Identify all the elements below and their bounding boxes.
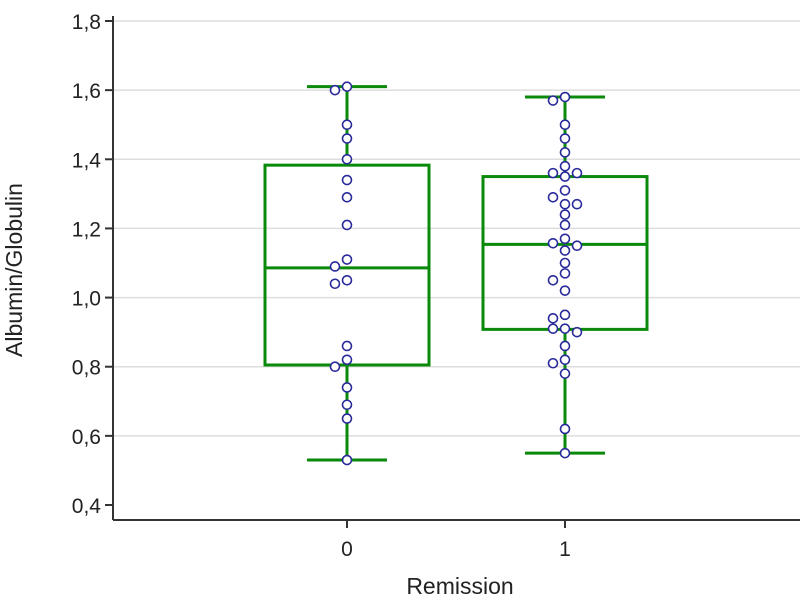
data-point: [559, 119, 571, 131]
data-point: [559, 198, 571, 210]
data-point: [559, 209, 571, 220]
x-axis-label: Remission: [406, 573, 513, 599]
data-point: [559, 233, 571, 245]
data-point: [559, 368, 571, 379]
data-point: [341, 153, 353, 165]
data-point: [559, 323, 571, 334]
data-point: [341, 219, 353, 231]
y-tick-label: 1,0: [72, 288, 101, 311]
data-point: [559, 171, 571, 182]
data-point: [341, 454, 353, 466]
data-point: [547, 167, 559, 179]
data-point: [341, 274, 353, 286]
y-tick-label: 1,4: [72, 149, 102, 172]
y-tick-label: 1,6: [72, 80, 101, 103]
data-point: [341, 382, 353, 393]
y-tick-label: 1,2: [72, 218, 101, 241]
data-point: [341, 413, 353, 424]
gridlines: [113, 20, 800, 437]
data-point: [571, 240, 583, 252]
data-point: [559, 340, 571, 352]
data-point: [329, 361, 341, 373]
data-point: [547, 192, 559, 203]
data-point: [329, 84, 341, 96]
data-point: [559, 185, 571, 196]
data-point: [341, 192, 353, 203]
data-point: [559, 268, 571, 279]
data-point: [559, 257, 571, 269]
data-point: [559, 423, 571, 435]
data-points: [329, 81, 583, 466]
data-point: [559, 219, 571, 231]
y-tick-label: 1,8: [72, 11, 101, 34]
x-tick-label: 1: [559, 538, 571, 561]
data-point: [559, 447, 571, 459]
data-point: [547, 95, 559, 106]
data-point: [341, 254, 353, 265]
y-tick-label: 0,8: [72, 357, 101, 380]
data-point: [329, 278, 341, 290]
data-point: [559, 245, 571, 256]
data-point: [341, 119, 353, 131]
data-point: [547, 323, 559, 334]
data-point: [547, 313, 559, 324]
data-point: [559, 354, 571, 366]
data-point: [547, 274, 559, 286]
data-point: [559, 285, 571, 296]
boxes: [263, 85, 649, 462]
data-point: [341, 133, 353, 144]
data-point: [341, 340, 353, 352]
data-point: [559, 309, 571, 321]
y-tick-label: 0,6: [72, 426, 101, 449]
data-point: [341, 81, 353, 92]
axes: 0,4 0,6 0,8 1,0 1,2 1,4 1,6 1,8 0 1: [72, 11, 800, 561]
data-point: [329, 261, 341, 272]
data-point: [559, 160, 571, 172]
data-point: [559, 147, 571, 158]
data-point: [341, 354, 353, 366]
data-point: [559, 91, 571, 103]
y-axis-label: Albumin/Globulin: [1, 183, 27, 357]
data-point: [571, 167, 583, 179]
data-point: [547, 237, 559, 249]
data-point: [547, 357, 559, 369]
data-point: [341, 174, 353, 186]
data-point: [341, 399, 353, 411]
data-point: [571, 326, 583, 338]
data-point: [571, 198, 583, 210]
x-tick-label: 0: [341, 538, 353, 561]
data-point: [559, 133, 571, 144]
y-tick-label: 0,4: [72, 495, 102, 518]
